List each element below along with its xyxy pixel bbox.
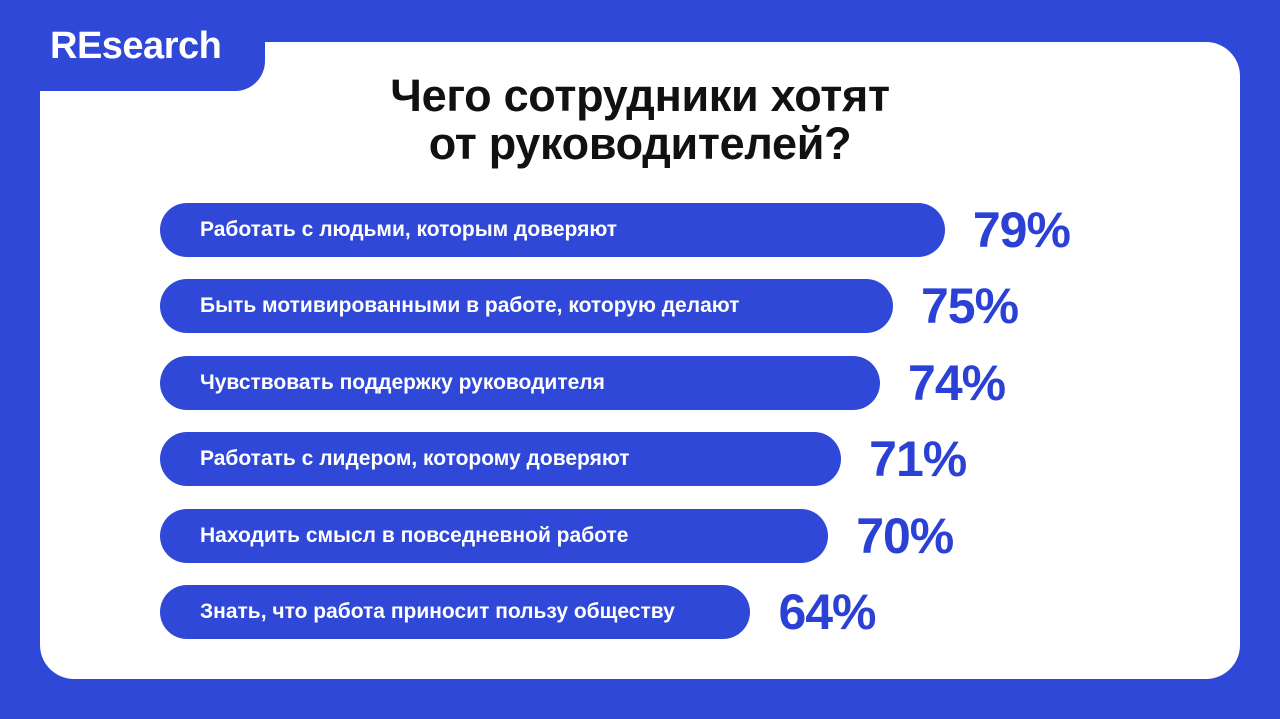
bar-2: Быть мотивированными в работе, которую д… [160, 279, 893, 334]
bar-6: Знать, что работа приносит пользу общест… [160, 585, 751, 639]
bar-value-label: 64% [778, 584, 876, 640]
bar-1: Работать с людьми, которым доверяют [160, 203, 945, 257]
bar-4: Работать с лидером, которому доверяют [160, 432, 842, 487]
bar-value-label: 74% [908, 354, 1006, 411]
bar-value-label: 75% [921, 278, 1019, 335]
bar-label: Быть мотивированными в работе, которую д… [200, 294, 740, 318]
bar-3: Чувствовать поддержку руководителя [160, 355, 881, 410]
bar-label: Работать с людьми, которым доверяют [200, 218, 618, 241]
title-line-2: от руководителей? [428, 118, 852, 169]
bar-value-label: 70% [856, 507, 954, 564]
bar-value-label: 79% [972, 202, 1071, 258]
bar-label: Знать, что работа приносит пользу общест… [200, 600, 675, 623]
bar-5: Находить смысл в повседневной работе [160, 508, 829, 563]
title-line-1: Чего сотрудники хотят [390, 70, 890, 121]
brand-tab [0, 0, 265, 91]
bar-label: Находить смысл в повседневной работе [200, 523, 629, 547]
bar-value-label: 71% [869, 431, 967, 488]
brand-logo: REsearch [50, 25, 222, 67]
bar-label: Работать с лидером, которому доверяют [200, 447, 630, 471]
bar-label: Чувствовать поддержку руководителя [200, 370, 605, 394]
page-title: Чего сотрудники хотят от руководителей? [240, 72, 1040, 168]
